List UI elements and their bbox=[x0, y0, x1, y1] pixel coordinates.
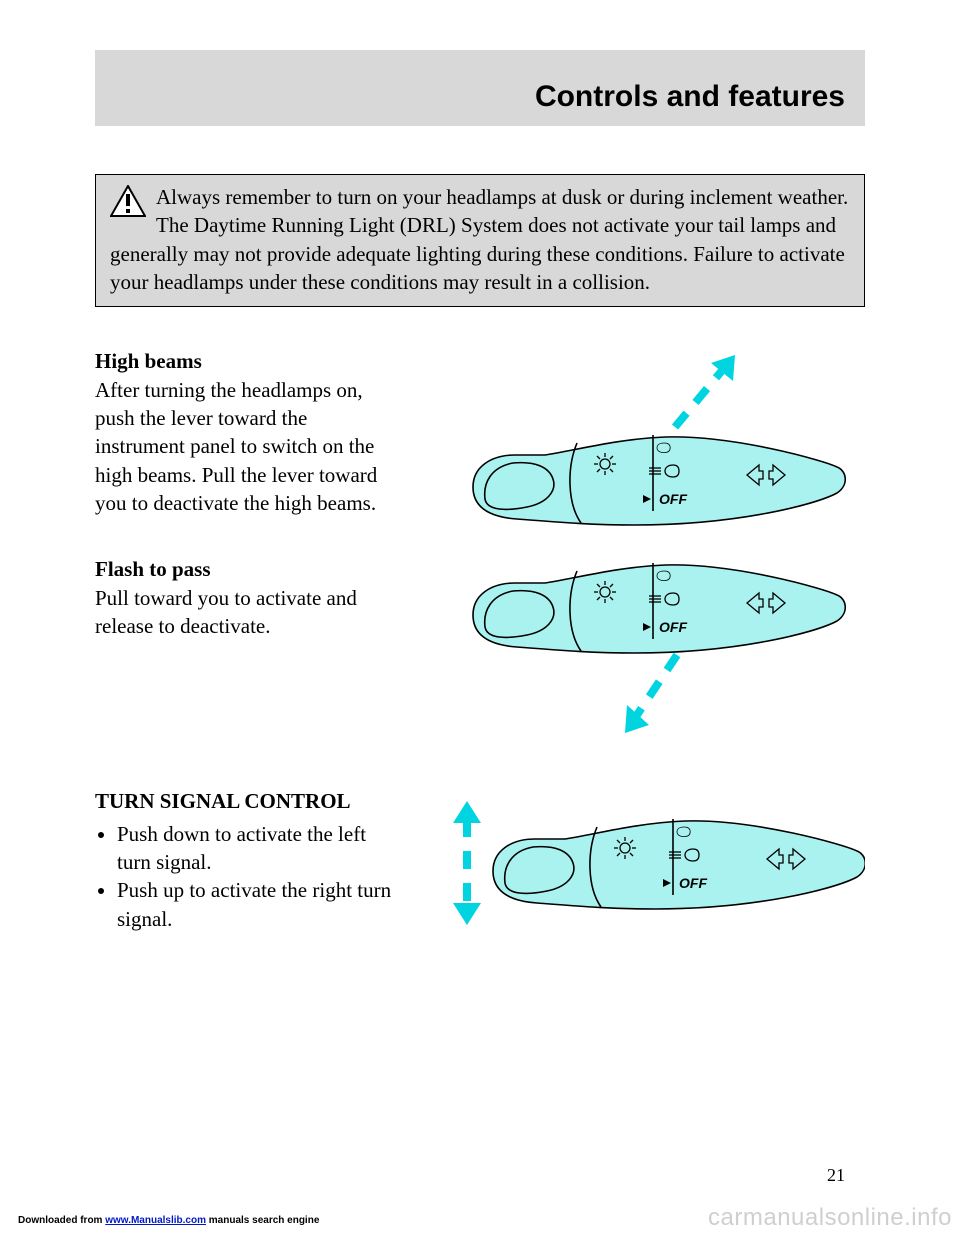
warning-text: Always remember to turn on your headlamp… bbox=[110, 185, 848, 294]
footer-suffix: manuals search engine bbox=[206, 1215, 319, 1226]
section-flash-to-pass: Flash to pass Pull toward you to activat… bbox=[95, 545, 865, 755]
flash-to-pass-diagram bbox=[395, 545, 865, 755]
page-root: Controls and features Always remember to… bbox=[0, 0, 960, 1242]
high-beams-body: After turning the headlamps on, push the… bbox=[95, 378, 377, 515]
page-number: 21 bbox=[827, 1165, 845, 1186]
turn-signal-text: TURN SIGNAL CONTROL Push down to activat… bbox=[95, 777, 395, 933]
page-title: Controls and features bbox=[535, 80, 845, 113]
high-beams-heading: High beams bbox=[95, 349, 202, 373]
turn-signal-body-1: Push down to activate the left turn sign… bbox=[117, 820, 395, 877]
high-beams-text: High beams After turning the headlamps o… bbox=[95, 337, 395, 517]
header-band: Controls and features bbox=[95, 50, 865, 126]
footer-link[interactable]: www.Manualslib.com bbox=[105, 1215, 206, 1226]
section-turn-signal: TURN SIGNAL CONTROL Push down to activat… bbox=[95, 777, 865, 947]
flash-to-pass-heading: Flash to pass bbox=[95, 557, 211, 581]
footer-prefix: Downloaded from bbox=[18, 1215, 105, 1226]
warning-icon bbox=[110, 185, 146, 224]
footer-source: Downloaded from www.Manualslib.com manua… bbox=[18, 1215, 319, 1226]
footer-watermark: carmanualsonline.info bbox=[708, 1204, 952, 1232]
warning-box: Always remember to turn on your headlamp… bbox=[95, 174, 865, 307]
section-high-beams: High beams After turning the headlamps o… bbox=[95, 337, 865, 537]
turn-signal-body-2: Push up to activate the right turn signa… bbox=[117, 876, 395, 933]
flash-to-pass-body: Pull toward you to activate and release … bbox=[95, 586, 357, 638]
high-beams-diagram bbox=[395, 337, 865, 537]
flash-to-pass-text: Flash to pass Pull toward you to activat… bbox=[95, 545, 395, 640]
turn-signal-heading: TURN SIGNAL CONTROL bbox=[95, 789, 351, 813]
turn-signal-diagram bbox=[395, 777, 865, 947]
